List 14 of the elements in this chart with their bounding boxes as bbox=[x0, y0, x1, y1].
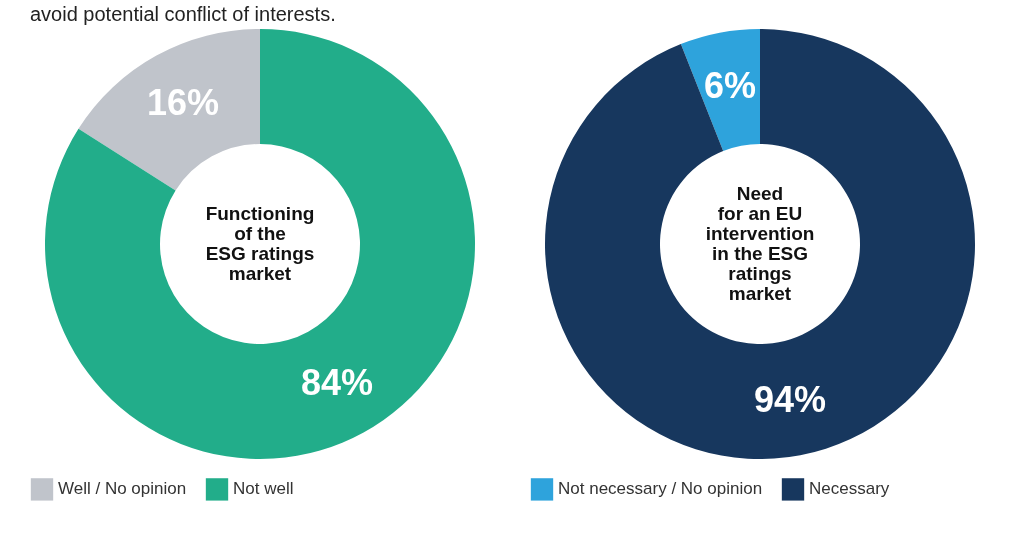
text: Functioning of the ESG ratings market bbox=[205, 203, 315, 284]
donut-slice bbox=[545, 29, 975, 459]
text: Need for an EU intervention in the ESG ratings market bbox=[705, 183, 815, 304]
donut-slice bbox=[78, 29, 260, 191]
legend-label: Necessary bbox=[809, 479, 890, 499]
data-label: 16% bbox=[146, 81, 219, 123]
data-label: 94% bbox=[753, 379, 827, 421]
data-label: 6% bbox=[704, 64, 757, 106]
legend-label: Not necessary / No opinion bbox=[558, 479, 763, 499]
legend-label: Not well bbox=[233, 479, 294, 499]
text: avoid potential conflict of interests. bbox=[30, 3, 336, 25]
donut-slice bbox=[45, 29, 475, 459]
data-label: 84% bbox=[301, 362, 374, 404]
legend-label: Well / No opinion bbox=[58, 479, 187, 499]
